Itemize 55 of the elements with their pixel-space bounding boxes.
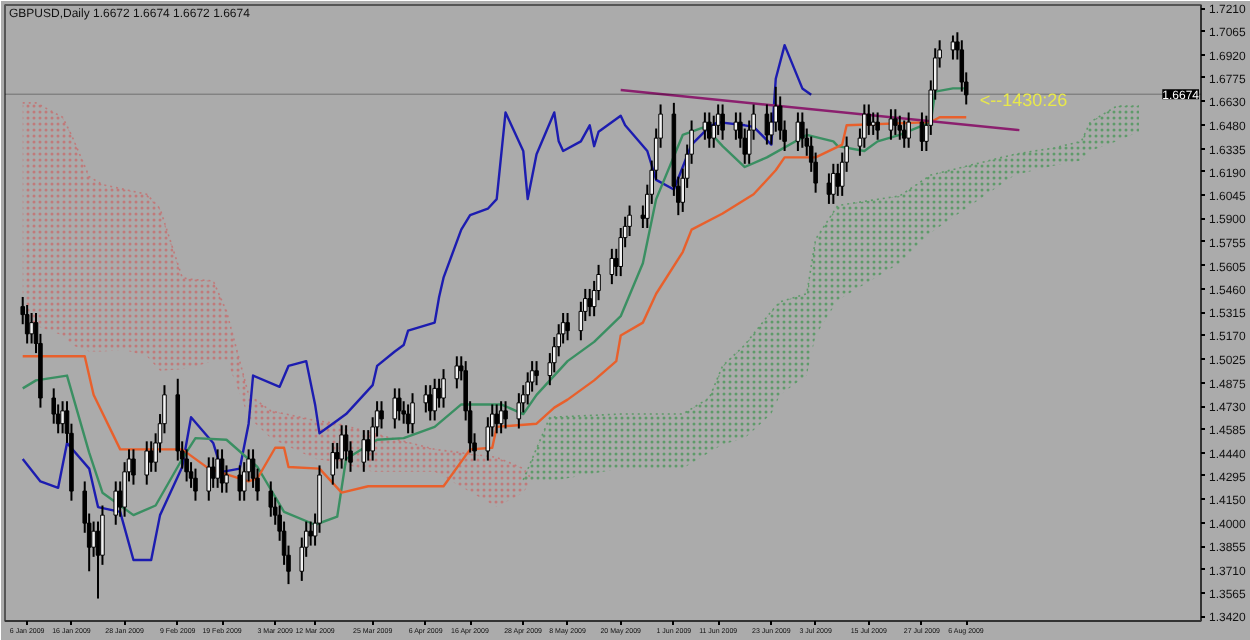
candlestick [454, 355, 460, 390]
candlestick [720, 103, 725, 141]
candlestick [215, 448, 220, 489]
candlestick [901, 119, 907, 149]
candlestick [379, 400, 384, 430]
candlestick [764, 103, 770, 146]
candlestick [800, 111, 805, 149]
candlestick [893, 108, 898, 136]
candlestick [339, 424, 344, 470]
candlestick [888, 108, 894, 141]
candlestick [206, 456, 212, 502]
candlestick [795, 111, 801, 152]
candlestick [330, 441, 336, 486]
candlestick [268, 480, 274, 518]
candlestick [707, 111, 712, 149]
candlestick [144, 440, 150, 486]
candlestick [24, 303, 30, 345]
candlestick [587, 287, 592, 318]
candlestick [494, 403, 499, 435]
candlestick [870, 111, 876, 136]
candlestick [831, 162, 836, 205]
candlestick [609, 247, 615, 286]
candlestick [516, 392, 522, 430]
candlestick [897, 114, 903, 141]
line-series [21, 43, 813, 562]
candlestick [441, 368, 446, 409]
candlestick [193, 467, 198, 502]
candlestick [60, 400, 65, 435]
candlestick [113, 480, 119, 526]
candlestick [919, 111, 925, 152]
candlestick [503, 400, 508, 430]
candlestick [733, 111, 739, 141]
candlestick [950, 34, 956, 61]
candlestick [51, 387, 56, 425]
candlestick [392, 387, 398, 430]
candlestick [565, 312, 570, 342]
candlestick [826, 172, 832, 205]
candlestick [498, 400, 504, 435]
annotation: <--1430:26 [979, 90, 1068, 111]
candlestick [219, 448, 225, 494]
candlestick [432, 377, 437, 422]
candlestick [534, 360, 539, 387]
candlestick [29, 312, 34, 345]
candlestick [423, 384, 429, 414]
candlestick [410, 392, 415, 435]
candlestick [875, 111, 880, 141]
candlestick [427, 384, 433, 422]
candlestick [131, 448, 136, 486]
candlestick [396, 387, 402, 422]
candlestick [184, 448, 189, 483]
candlestick [237, 464, 243, 502]
candlestick [702, 111, 708, 141]
candlestick [906, 111, 911, 149]
candlestick [862, 103, 867, 149]
candlestick [361, 429, 367, 473]
